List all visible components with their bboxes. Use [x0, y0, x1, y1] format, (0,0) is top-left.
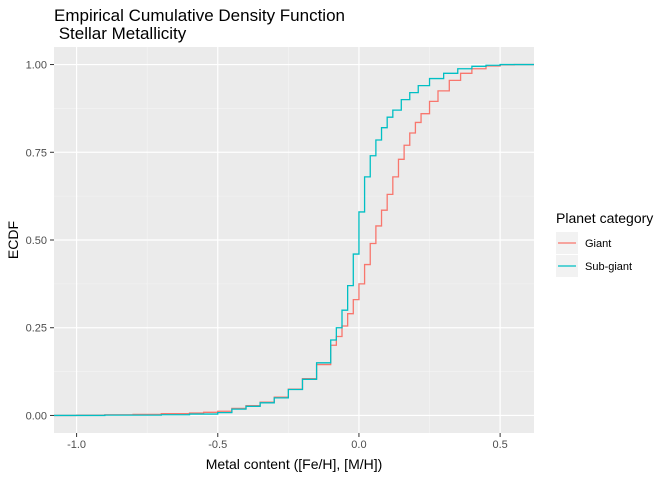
y-axis-title: ECDF: [5, 221, 21, 259]
legend: Planet category Giant Sub-giant: [556, 210, 653, 277]
legend-items: Giant Sub-giant: [556, 232, 632, 277]
y-tick-label: 0.25: [26, 323, 47, 335]
chart-title-line-1: Empirical Cumulative Density Function: [54, 6, 345, 25]
y-tick-label: 1.00: [26, 60, 47, 72]
chart-title: Empirical Cumulative Density Function St…: [54, 6, 345, 43]
x-tick-label: -0.5: [208, 439, 227, 451]
y-tick-label: 0.00: [26, 410, 47, 422]
x-axis-title: Metal content ([Fe/H], [M/H]): [206, 456, 383, 472]
y-axis-ticks: 0.00 0.25 0.50 0.75 1.00: [26, 60, 54, 422]
x-axis-ticks: -1.0 -0.5 0.0 0.5: [67, 433, 508, 451]
y-tick-label: 0.75: [26, 147, 47, 159]
x-tick-label: 0.0: [351, 439, 366, 451]
x-tick-label: -1.0: [67, 439, 86, 451]
legend-label-giant: Giant: [585, 238, 611, 250]
chart-title-line-2: Stellar Metallicity: [54, 24, 187, 43]
series-layer: [54, 63, 534, 417]
y-tick-label: 0.50: [26, 235, 47, 247]
legend-title: Planet category: [556, 210, 653, 226]
ecdf-line-sub-giant: [54, 63, 534, 417]
legend-label-sub-giant: Sub-giant: [585, 261, 632, 273]
x-tick-label: 0.5: [492, 439, 507, 451]
